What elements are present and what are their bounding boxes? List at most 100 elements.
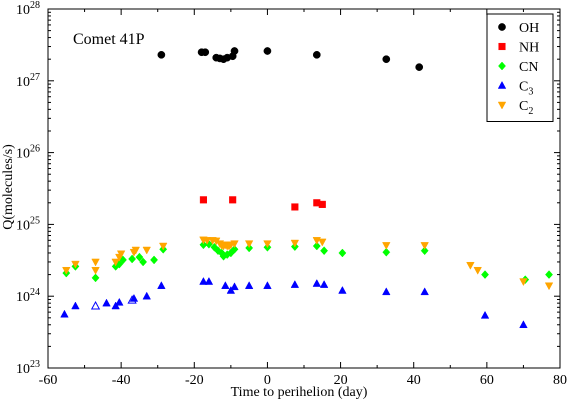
data-point-c3 bbox=[71, 301, 80, 310]
x-tick-label: 60 bbox=[480, 373, 494, 388]
data-point-c3 bbox=[244, 281, 254, 289]
data-point-c3 bbox=[204, 277, 214, 285]
series-c3 bbox=[60, 277, 528, 329]
data-point-c3 bbox=[129, 293, 139, 302]
data-point-c3 bbox=[102, 298, 111, 307]
data-point-cn bbox=[91, 273, 100, 283]
data-point-c2 bbox=[230, 240, 239, 249]
data-point-c2 bbox=[116, 250, 126, 259]
data-point-cn bbox=[135, 252, 144, 262]
data-point-oh bbox=[382, 55, 391, 64]
plot-area bbox=[60, 47, 554, 329]
data-point-oh bbox=[230, 47, 239, 55]
x-tick-label: 40 bbox=[407, 373, 421, 388]
data-point-c2 bbox=[519, 278, 528, 287]
data-point-c3 bbox=[221, 281, 230, 289]
y-tick-label: 1023 bbox=[16, 359, 40, 377]
data-point-c3 bbox=[263, 281, 272, 289]
data-point-cn bbox=[338, 248, 347, 258]
y-axis-label: Q(molecules/s) bbox=[1, 144, 16, 230]
data-point-cn bbox=[312, 241, 321, 251]
y-tick-label: 1025 bbox=[16, 215, 40, 233]
data-point-c2 bbox=[263, 240, 272, 249]
data-point-c3 bbox=[338, 285, 347, 294]
data-point-c3 bbox=[90, 300, 101, 310]
x-tick-label: 20 bbox=[334, 373, 348, 388]
x-tick-label: 0 bbox=[264, 373, 271, 388]
data-point-c3 bbox=[382, 287, 391, 296]
data-point-c3 bbox=[142, 291, 151, 300]
data-point-cn bbox=[320, 246, 329, 256]
legend-box bbox=[486, 13, 554, 122]
legend-label-c2: C2 bbox=[519, 99, 533, 117]
data-point-c2 bbox=[202, 237, 212, 245]
data-point-oh bbox=[415, 63, 424, 71]
data-point-cn bbox=[545, 270, 553, 279]
data-point-oh bbox=[263, 47, 272, 55]
data-point-c2 bbox=[473, 266, 482, 275]
series-cn bbox=[62, 239, 553, 285]
data-point-c3 bbox=[519, 320, 528, 329]
data-point-cn bbox=[420, 246, 429, 256]
plot-frame bbox=[47, 8, 561, 369]
data-point-c3 bbox=[115, 297, 124, 306]
data-point-c3 bbox=[230, 282, 239, 291]
data-point-c3 bbox=[420, 287, 429, 296]
data-point-c2 bbox=[382, 242, 391, 250]
series-c2 bbox=[62, 236, 554, 291]
data-point-c3 bbox=[290, 280, 300, 288]
data-point-c2 bbox=[544, 282, 554, 291]
data-point-c2 bbox=[91, 258, 100, 267]
y-tick-label: 1027 bbox=[16, 72, 40, 90]
x-tick-label: -20 bbox=[185, 373, 204, 388]
data-point-c2 bbox=[71, 260, 80, 269]
data-point-c2 bbox=[131, 246, 140, 255]
data-point-cn bbox=[139, 257, 148, 267]
data-point-cn bbox=[481, 270, 489, 279]
x-tick-label: 80 bbox=[553, 373, 567, 388]
data-point-cn bbox=[128, 254, 137, 264]
legend-marker-c3 bbox=[497, 80, 507, 89]
data-point-cn bbox=[230, 244, 239, 254]
data-point-nh bbox=[291, 203, 299, 211]
x-tick-label: -60 bbox=[39, 373, 58, 388]
data-point-c2 bbox=[62, 266, 71, 275]
x-axis-label: Time to perihelion (day) bbox=[231, 385, 368, 400]
data-point-c2 bbox=[318, 238, 327, 247]
legend-label-oh: OH bbox=[519, 21, 539, 36]
data-point-c3 bbox=[312, 279, 322, 287]
legend-marker-c2 bbox=[497, 101, 507, 110]
y-tick-label: 1026 bbox=[16, 144, 40, 162]
data-point-c3 bbox=[157, 281, 166, 289]
data-point-oh bbox=[157, 50, 166, 59]
data-point-nh bbox=[318, 200, 326, 208]
legend-marker-cn bbox=[498, 61, 506, 71]
data-point-c2 bbox=[290, 239, 300, 248]
data-point-c2 bbox=[91, 266, 100, 275]
data-point-nh bbox=[199, 196, 207, 204]
data-point-c3 bbox=[60, 309, 69, 318]
data-point-c2 bbox=[244, 240, 254, 249]
legend-label-cn: CN bbox=[519, 60, 538, 75]
data-point-oh bbox=[201, 48, 210, 57]
data-point-c3 bbox=[480, 310, 490, 319]
data-point-c2 bbox=[158, 242, 168, 251]
data-point-c2 bbox=[466, 261, 475, 270]
y-tick-label: 1024 bbox=[16, 287, 40, 305]
axes: -60 -40 -20 0 20 40 60 80 1023 1024 1025 1026 1027 10… bbox=[16, 0, 567, 388]
legend-marker-nh bbox=[498, 42, 506, 51]
data-point-oh bbox=[312, 50, 321, 59]
data-point-cn bbox=[382, 247, 391, 257]
series-nh bbox=[199, 196, 326, 211]
x-tick-label: -40 bbox=[112, 373, 131, 388]
data-point-c2 bbox=[111, 258, 120, 267]
data-point-nh bbox=[229, 196, 237, 204]
legend-marker-oh bbox=[498, 23, 506, 31]
data-point-c2 bbox=[142, 246, 151, 255]
data-point-c3 bbox=[199, 277, 208, 285]
y-tick-label: 1028 bbox=[16, 0, 40, 18]
data-point-cn bbox=[150, 255, 158, 265]
legend-label-c3: C3 bbox=[519, 80, 533, 98]
